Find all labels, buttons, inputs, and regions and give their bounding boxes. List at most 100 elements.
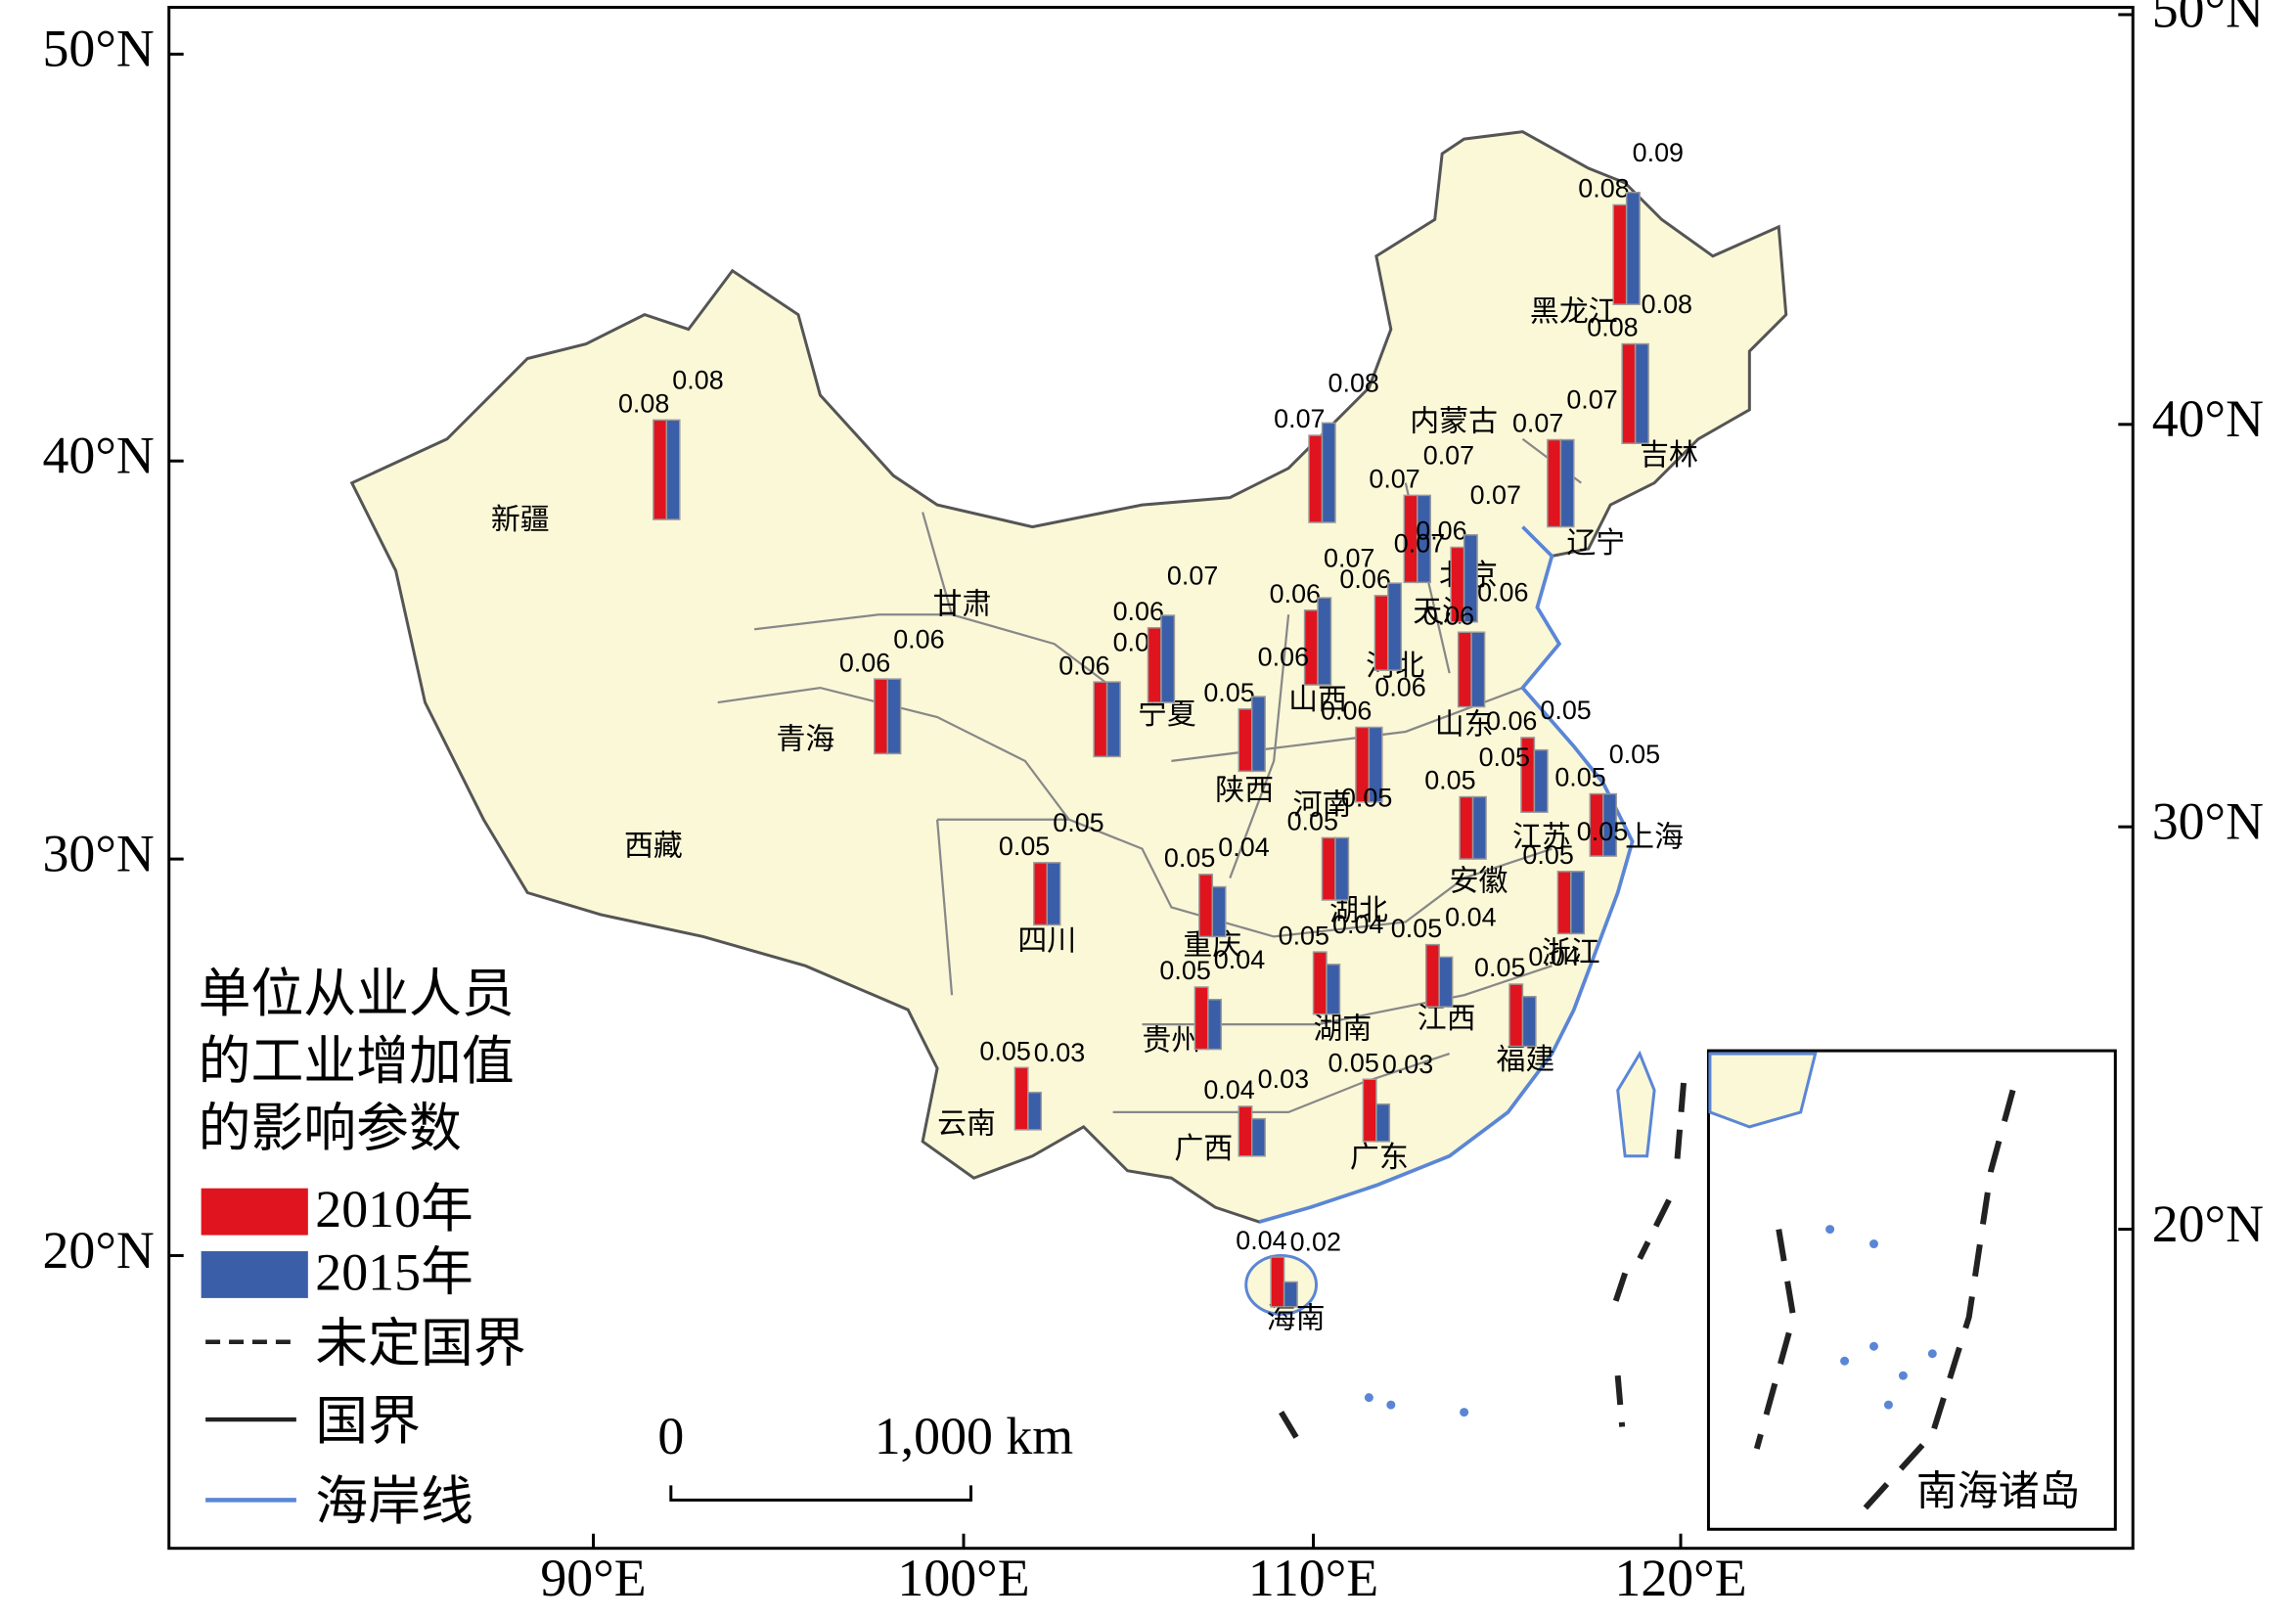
- region-label: 江苏: [1512, 822, 1571, 854]
- region-label: 浙江: [1542, 937, 1600, 969]
- region-label: 西藏: [624, 831, 683, 863]
- coastline: [1258, 525, 1635, 1224]
- bar: [1326, 964, 1341, 1015]
- bar: [1459, 795, 1474, 860]
- legend-label: 国界: [315, 1392, 421, 1451]
- value-label: 0.06: [839, 648, 890, 677]
- value-label: 0.06: [893, 624, 944, 653]
- value-label: 0.05: [1159, 956, 1210, 985]
- bar: [1308, 434, 1324, 523]
- legend-label: 未定国界: [315, 1315, 525, 1373]
- value-label: 0.07: [1566, 385, 1617, 415]
- lat-label: 40°N: [2152, 389, 2264, 448]
- value-label: 0.05: [1554, 763, 1605, 792]
- region-label: 云南: [937, 1108, 996, 1141]
- value-label: 0.09: [1633, 138, 1684, 167]
- value-label: 0.06: [1113, 597, 1164, 626]
- value-label: 0.04: [1236, 1226, 1286, 1255]
- value-label: 0.06: [1270, 579, 1321, 608]
- bar: [1250, 696, 1266, 773]
- value-label: 0.05: [1609, 740, 1660, 769]
- bar: [1508, 983, 1524, 1048]
- lon-label: 90°E: [540, 1549, 646, 1607]
- region-label: 内蒙古: [1410, 406, 1498, 438]
- lat-label: 30°N: [42, 824, 154, 882]
- lon-label: 110°E: [1248, 1549, 1378, 1607]
- bar: [1463, 534, 1478, 623]
- value-label: 0.05: [1328, 1048, 1378, 1077]
- value-label: 0.05: [1577, 817, 1628, 846]
- bar: [874, 678, 888, 755]
- bar: [1321, 836, 1336, 901]
- bar: [1033, 862, 1049, 926]
- value-label: 0.07: [1274, 404, 1325, 433]
- bar: [1621, 342, 1637, 445]
- region-label: 江西: [1418, 1003, 1476, 1035]
- bar: [1634, 342, 1649, 445]
- region-label: 四川: [1017, 925, 1076, 958]
- region-label: 山西: [1288, 684, 1347, 716]
- bar: [1570, 871, 1586, 935]
- value-label: 0.05: [1341, 784, 1392, 813]
- lon-label: 120°E: [1614, 1549, 1746, 1607]
- region-label: 福建: [1497, 1044, 1555, 1076]
- value-label: 0.06: [1477, 577, 1528, 607]
- value-label: 0.05: [1522, 840, 1573, 870]
- bar: [1521, 995, 1537, 1048]
- bar: [1160, 614, 1176, 703]
- value-label: 0.05: [1203, 678, 1254, 707]
- value-label: 0.07: [1470, 480, 1521, 510]
- region-label: 山东: [1435, 708, 1494, 741]
- bar: [1556, 871, 1572, 935]
- legend-title: 的影响参数: [199, 1100, 462, 1158]
- bar: [1211, 885, 1227, 938]
- bar: [1238, 1105, 1253, 1157]
- bar: [665, 419, 681, 520]
- region-label: 广西: [1174, 1133, 1233, 1165]
- value-label: 0.08: [672, 366, 723, 395]
- value-label: 0.06: [1339, 564, 1390, 594]
- undetermined-boundary: [1279, 1082, 1687, 1451]
- bar: [1373, 595, 1389, 671]
- value-label: 0.06: [1486, 706, 1537, 736]
- value-label: 0.04: [1528, 942, 1579, 971]
- bar: [1601, 792, 1617, 857]
- islands: [1364, 1225, 1937, 1418]
- bar: [1368, 726, 1383, 803]
- value-label: 0.05: [1424, 766, 1475, 795]
- region-label: 吉林: [1640, 439, 1698, 472]
- legend-title: 单位从业人员: [199, 965, 515, 1023]
- bar: [1250, 1117, 1266, 1157]
- region-label: 辽宁: [1566, 527, 1625, 560]
- bar: [1625, 191, 1641, 305]
- legend-swatch: [201, 1188, 308, 1236]
- bar: [1559, 438, 1575, 528]
- bar: [1334, 836, 1350, 901]
- value-label: 0.08: [1328, 369, 1379, 398]
- region-label: 陕西: [1215, 775, 1274, 807]
- bar: [1105, 681, 1121, 758]
- lat-label: 20°N: [42, 1221, 154, 1280]
- value-label: 0.03: [1034, 1038, 1085, 1067]
- region-label: 海南: [1267, 1303, 1326, 1335]
- bar: [1438, 956, 1454, 1008]
- bar: [1238, 708, 1253, 773]
- region-label: 宁夏: [1138, 698, 1196, 731]
- legend-swatch: [201, 1251, 308, 1298]
- value-label: 0.04: [1445, 903, 1496, 932]
- bar: [1207, 998, 1223, 1051]
- region-label: 新疆: [491, 504, 550, 536]
- inset-boundary: [1753, 1089, 2016, 1517]
- value-label: 0.06: [1258, 642, 1309, 671]
- value-label: 0.07: [1324, 543, 1374, 572]
- region-label: 河南: [1293, 789, 1352, 822]
- bar: [1533, 748, 1549, 813]
- bar: [1046, 862, 1061, 926]
- value-label: 0.06: [1416, 517, 1466, 546]
- bar: [1375, 1102, 1391, 1143]
- value-label: 0.07: [1369, 465, 1419, 494]
- region-label: 广东: [1350, 1142, 1409, 1174]
- value-label: 0.05: [1474, 953, 1525, 982]
